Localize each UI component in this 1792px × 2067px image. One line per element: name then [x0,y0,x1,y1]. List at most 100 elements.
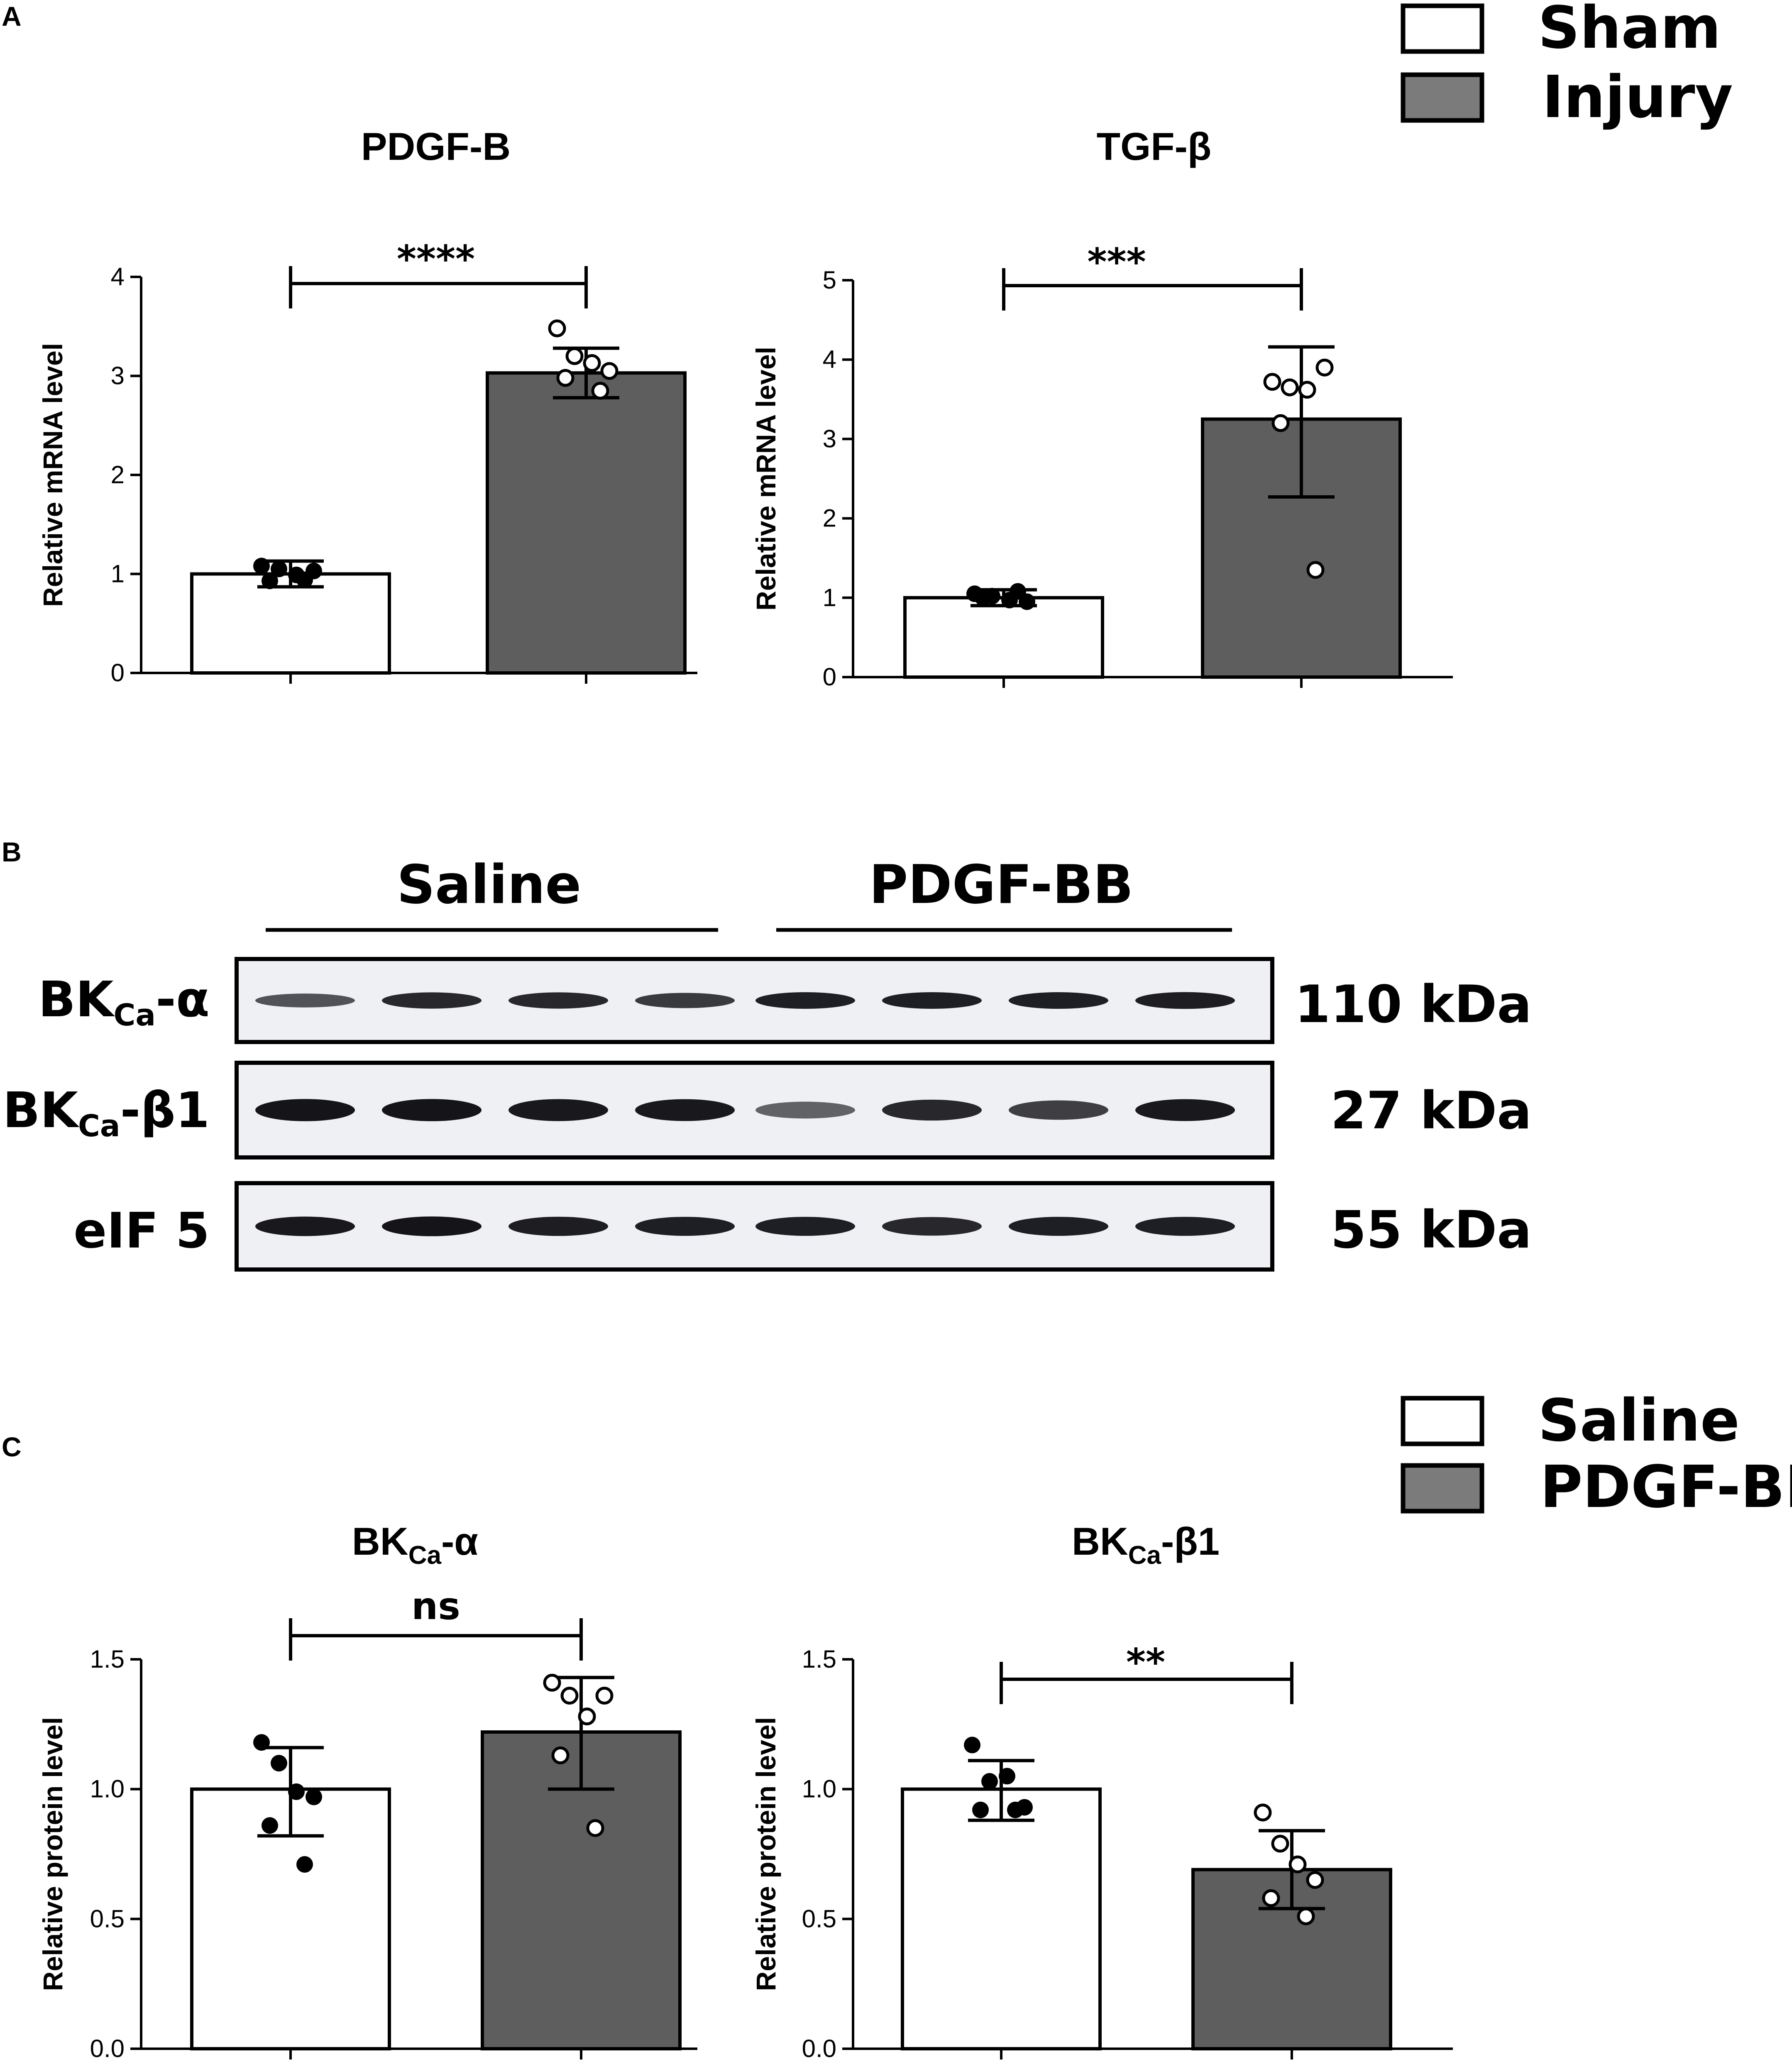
y-tick-label: 0 [823,663,836,691]
blot-band [635,1099,735,1121]
significance-label: ns [411,1585,460,1628]
panel-label-b: B [2,837,22,867]
chart-title: BKCa-β1 [1072,1519,1220,1570]
y-tick-label: 1.5 [802,1645,836,1673]
y-tick-label: 4 [823,345,836,373]
data-point-filled [253,1734,270,1751]
blot-row-label: BKCa-α [38,971,210,1032]
data-point-open [551,1746,570,1764]
blot-band [1135,1099,1235,1121]
y-tick-label: 1.5 [90,1645,125,1673]
legend-panel-c: Saline PDGF-BB [1401,1387,1792,1521]
blot-row-label-main: BK [3,1081,80,1139]
chart-tgf-beta: TGF-β Relative mRNA level 0 1 2 3 4 5 *** [751,125,1453,691]
blot-row-label-subscript: Ca [78,1108,120,1143]
legend-swatch-injury [1401,72,1484,123]
y-axis-label: Relative protein level [751,1717,781,1991]
blot-band [755,1217,855,1236]
y-tick-label: 1 [111,560,125,588]
data-point-filled [975,589,991,606]
blot-band [755,1101,855,1119]
bar-saline [901,1787,1102,2050]
blot-band [255,1216,355,1236]
significance-label: ** [1126,1641,1165,1684]
data-point-filled [262,572,278,590]
y-tick-label: 2 [111,461,125,489]
data-point-open [1263,373,1281,391]
bar-sham [190,572,391,675]
blot-band [509,992,608,1009]
blot-row-label-suffix: -α [156,971,210,1028]
data-point-open [583,354,601,372]
data-point-filled [296,1856,313,1873]
blot-group-label: PDGF-BB [869,854,1134,916]
data-point-filled [271,1755,287,1772]
blot-row-label-main: BK [38,971,115,1028]
blot-row-label-subscript: Ca [114,998,156,1032]
y-tick-label: 0.0 [802,2035,836,2062]
y-tick-label: 1.0 [802,1775,836,1803]
data-point-filled [999,1768,1015,1785]
data-point-filled [306,1788,322,1805]
legend-swatch-sham [1401,3,1484,54]
data-point-open [586,1819,604,1837]
chart-title-suffix: -α [441,1519,478,1563]
bar-injury [486,371,687,675]
blot-band [1009,1217,1108,1236]
legend-label-injury: Injury [1542,64,1733,131]
data-point-open [1254,1803,1272,1822]
blot-band [382,992,482,1009]
blot-band [509,1099,608,1121]
bar-sham [903,596,1104,679]
blot-band [255,1099,355,1121]
data-point-open [1306,1871,1324,1889]
blot-band [635,993,735,1008]
y-tick-label: 4 [111,263,125,291]
data-point-open [548,319,566,338]
panel-label-a: A [2,1,22,32]
data-point-open [600,362,619,380]
blot-group-label: Saline [397,854,581,916]
chart-title-subscript: Ca [408,1541,442,1570]
blot-size-label: 110 kDa [1295,975,1532,1035]
data-point-filled [271,560,287,577]
data-point-filled [1010,583,1026,600]
data-point-open [560,1687,579,1705]
data-point-open [556,369,575,387]
blot-size-label: 55 kDa [1330,1200,1532,1260]
chart-title: TGF-β [1097,125,1212,168]
data-point-filled [296,571,313,588]
y-axis-label: Relative mRNA level [751,347,781,611]
data-point-filled [262,1817,278,1834]
legend-label-pdgfbb: PDGF-BB [1540,1453,1792,1521]
blot-band [882,1217,982,1236]
data-point-open [1281,378,1299,396]
blot-band [1135,1217,1235,1236]
y-axis-label: Relative protein level [37,1717,68,1991]
chart-bkca-alpha: BKCa-α Relative protein level 0.0 0.5 1.0 1.5… [37,1519,697,2062]
blot-band [882,1099,982,1121]
blot-row-1: BKCa-β1 27 kDa [3,1061,1532,1159]
data-point-open [1288,1855,1307,1874]
significance-label: *** [1087,240,1146,284]
blot-row-0: BKCa-α 110 kDa [38,957,1532,1044]
y-tick-label: 5 [823,266,836,294]
blot-band [1009,992,1108,1009]
data-point-filled [253,558,270,575]
data-point-filled [972,1801,989,1818]
chart-title-main: BK [1072,1519,1128,1563]
data-point-open [1271,414,1290,432]
y-tick-label: 1.0 [90,1775,125,1803]
data-point-open [543,1673,561,1692]
blot-row-2: eIF 5 55 kDa [73,1181,1532,1272]
data-point-open [578,1707,596,1726]
chart-title-subscript: Ca [1128,1541,1161,1570]
legend-panel-a: Sham Injury [1401,0,1733,131]
legend-label-sham: Sham [1538,0,1721,62]
data-point-open [1297,1907,1315,1925]
blot-band [1009,1100,1108,1120]
blot-band [882,992,982,1009]
blot-band [1135,992,1235,1009]
data-point-open [1262,1889,1280,1907]
